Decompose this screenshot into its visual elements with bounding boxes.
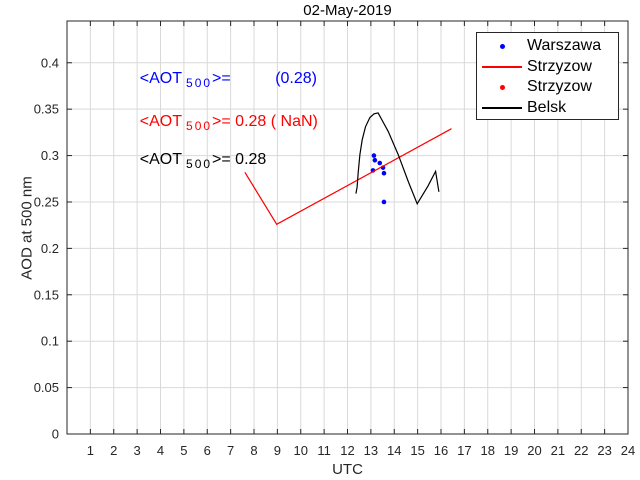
series-point-warszawa [372,157,378,163]
legend-label: Belsk [527,98,567,116]
x-tick-label: 2 [110,443,117,458]
x-tick-label: 11 [317,443,331,458]
legend-item-belsk: Belsk [477,98,618,119]
x-tick-label: 7 [227,443,234,458]
x-tick-label: 3 [134,443,141,458]
annotation-value: >= (0.28) [212,70,317,87]
legend-item-warszawa: Warszawa [477,36,618,57]
legend-marker-line-black [477,107,527,109]
x-tick-label: 8 [250,443,257,458]
y-tick-label: 0.1 [41,334,59,349]
annotation-value: >= 0.28 [212,151,267,168]
y-tick-label: 0.25 [34,194,59,209]
axes-box [66,20,629,435]
legend-marker-dot-red [477,84,527,90]
y-axis-label: AOD at 500 nm [18,176,36,280]
x-tick-label: 13 [364,443,378,458]
y-tick-label: 0.2 [41,241,59,256]
y-tick-label: 0.3 [41,148,59,163]
series-point-warszawa [371,153,377,158]
x-tick-label: 21 [551,443,565,458]
series-line-strzyzow [244,128,452,226]
x-tick-label: 15 [410,443,424,458]
annotation-subscript: 500 [186,157,213,171]
annotation-warszawa-mean: <AOT 500>= (0.28) [122,52,317,110]
x-axis-label: UTC [332,461,363,478]
x-tick-label: 22 [574,443,588,458]
annotation-subscript: 500 [186,76,213,90]
x-tick-label: 19 [504,443,518,458]
x-tick-label: 10 [294,443,308,458]
annotation-value: >= 0.28 ( NaN) [212,113,318,130]
x-tick-label: 18 [481,443,495,458]
x-tick-label: 23 [597,443,611,458]
legend-label: Warszawa [527,37,602,55]
annotation-text: <AOT [139,113,183,130]
x-tick-label: 1 [87,443,94,458]
x-tick-label: 9 [274,443,281,458]
legend-label: Strzyzow [527,78,592,96]
x-tick-label: 17 [457,443,471,458]
legend-item-strzyzow-line: Strzyzow [477,57,618,78]
x-tick-label: 16 [434,443,448,458]
annotation-strzyzow-mean: <AOT 500>= 0.28 ( NaN) [122,95,318,153]
annotation-belsk-mean: <AOT 500>= 0.28 [122,133,267,191]
x-tick-label: 12 [340,443,354,458]
annotation-text: <AOT [139,70,183,87]
x-tick-label: 14 [387,443,401,458]
series-line-belsk [355,112,440,206]
legend-label: Strzyzow [527,57,592,75]
y-tick-label: 0.4 [41,55,59,70]
series-point-warszawa [381,199,387,205]
annotation-subscript: 500 [186,119,213,133]
legend-marker-dot-blue [477,43,527,49]
y-tick-label: 0 [52,427,59,442]
x-tick-label: 6 [204,443,211,458]
y-tick-label: 0.35 [34,102,59,117]
legend-item-strzyzow-dot: Strzyzow [477,77,618,98]
chart-title: 02-May-2019 [303,2,392,19]
y-tick-label: 0.15 [34,287,59,302]
x-tick-label: 4 [157,443,164,458]
x-tick-label: 24 [621,443,635,458]
series-point-warszawa [381,170,387,176]
legend: Warszawa Strzyzow Strzyzow Belsk [476,32,619,120]
series-point-warszawa [377,160,383,166]
x-tick-label: 5 [180,443,187,458]
legend-marker-line-red [477,66,527,68]
x-tick-label: 20 [527,443,541,458]
y-tick-label: 0.05 [34,380,59,395]
annotation-text: <AOT [139,151,183,168]
